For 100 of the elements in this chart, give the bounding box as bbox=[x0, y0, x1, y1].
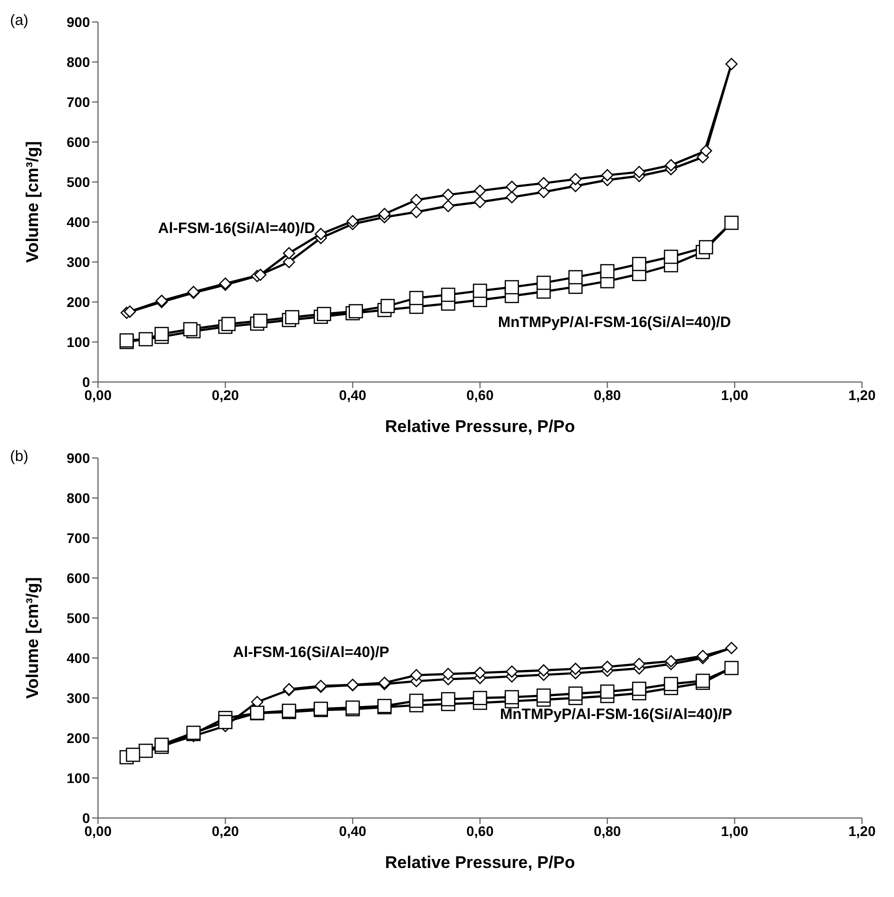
x-tick-label: 0,60 bbox=[466, 822, 494, 839]
point bbox=[633, 166, 646, 178]
point bbox=[664, 159, 678, 172]
y-tick-label: 800 bbox=[66, 490, 90, 506]
series-label: Al-FSM-16(Si/Al=40)/P bbox=[233, 644, 390, 661]
point bbox=[538, 177, 550, 190]
point bbox=[282, 247, 296, 260]
point bbox=[442, 200, 454, 212]
point bbox=[346, 215, 359, 228]
y-tick-label: 700 bbox=[66, 94, 90, 110]
point bbox=[441, 692, 456, 706]
y-tick-label: 800 bbox=[66, 54, 90, 70]
point bbox=[218, 714, 232, 730]
y-tick-label: 300 bbox=[66, 254, 90, 270]
point bbox=[725, 642, 738, 654]
point bbox=[568, 270, 583, 284]
point bbox=[664, 250, 678, 264]
y-tick-label: 100 bbox=[66, 334, 90, 350]
point bbox=[183, 322, 198, 336]
x-tick-label: 1,00 bbox=[721, 822, 749, 839]
point bbox=[568, 686, 583, 701]
y-tick-label: 600 bbox=[66, 134, 90, 150]
x-tick-label: 0,60 bbox=[466, 386, 494, 403]
point bbox=[380, 298, 395, 314]
y-tick-label: 500 bbox=[66, 174, 90, 190]
point bbox=[601, 660, 614, 673]
point bbox=[569, 173, 582, 186]
point bbox=[504, 690, 519, 704]
y-tick-label: 600 bbox=[66, 570, 90, 586]
x-tick-label: 0,80 bbox=[594, 822, 622, 839]
x-tick-label: 0,20 bbox=[212, 386, 240, 403]
series-label: MnTMPyP/Al-FSM-16(Si/Al=40)/D bbox=[498, 314, 731, 331]
point bbox=[253, 314, 268, 328]
point bbox=[569, 662, 582, 675]
point bbox=[600, 264, 614, 278]
point bbox=[409, 290, 424, 306]
point bbox=[124, 306, 136, 318]
point bbox=[348, 304, 363, 318]
point bbox=[221, 316, 236, 332]
point bbox=[601, 169, 614, 182]
x-tick-label: 1,20 bbox=[848, 822, 876, 839]
y-tick-label: 200 bbox=[66, 730, 90, 746]
point bbox=[724, 216, 739, 230]
series-label: Al-FSM-16(Si/Al=40)/D bbox=[158, 220, 316, 237]
point bbox=[664, 655, 678, 668]
y-axis-title: Volume [cm³/g] bbox=[23, 577, 42, 699]
y-axis-title: Volume [cm³/g] bbox=[23, 141, 42, 263]
point bbox=[314, 228, 327, 240]
point bbox=[698, 240, 714, 254]
y-tick-label: 200 bbox=[66, 294, 90, 310]
y-tick-label: 900 bbox=[66, 14, 90, 30]
point bbox=[724, 660, 739, 676]
point bbox=[254, 268, 266, 281]
x-axis-title: Relative Pressure, P/Po bbox=[385, 417, 575, 436]
point bbox=[472, 690, 488, 706]
point bbox=[442, 668, 454, 680]
x-tick-label: 0,40 bbox=[339, 822, 367, 839]
point bbox=[410, 194, 422, 206]
y-tick-label: 900 bbox=[66, 450, 90, 466]
point bbox=[504, 280, 519, 294]
series-label: MnTMPyP/Al-FSM-16(Si/Al=40)/P bbox=[500, 706, 732, 723]
point bbox=[138, 332, 153, 346]
chart-title: (a) bbox=[10, 12, 28, 29]
x-tick-label: 0,80 bbox=[594, 386, 622, 403]
x-tick-label: 1,00 bbox=[721, 386, 749, 403]
point bbox=[536, 276, 551, 290]
point bbox=[506, 666, 518, 678]
chart-title: (b) bbox=[10, 448, 28, 465]
point bbox=[285, 310, 300, 324]
y-tick-label: 500 bbox=[66, 610, 90, 626]
point bbox=[600, 684, 614, 699]
y-tick-label: 400 bbox=[66, 650, 90, 666]
point bbox=[472, 284, 488, 298]
y-tick-label: 700 bbox=[66, 530, 90, 546]
point bbox=[506, 180, 518, 193]
point bbox=[664, 676, 678, 692]
point bbox=[474, 666, 486, 679]
y-tick-label: 100 bbox=[66, 770, 90, 786]
point bbox=[154, 326, 169, 342]
point bbox=[378, 208, 391, 220]
point bbox=[538, 664, 550, 676]
point bbox=[632, 682, 646, 696]
point bbox=[410, 206, 422, 218]
x-axis-title: Relative Pressure, P/Po bbox=[385, 853, 575, 872]
point bbox=[633, 658, 646, 670]
point bbox=[410, 669, 422, 682]
x-tick-label: 0,40 bbox=[339, 386, 367, 403]
point bbox=[441, 288, 456, 302]
y-tick-label: 300 bbox=[66, 690, 90, 706]
point bbox=[474, 196, 486, 208]
point bbox=[536, 688, 551, 703]
point bbox=[442, 188, 454, 201]
point bbox=[316, 306, 332, 322]
point bbox=[138, 744, 153, 758]
point bbox=[725, 58, 738, 70]
point bbox=[409, 694, 424, 708]
x-tick-label: 1,20 bbox=[848, 386, 876, 403]
point bbox=[700, 144, 712, 157]
point bbox=[506, 191, 518, 204]
x-tick-label: 0,20 bbox=[212, 822, 240, 839]
